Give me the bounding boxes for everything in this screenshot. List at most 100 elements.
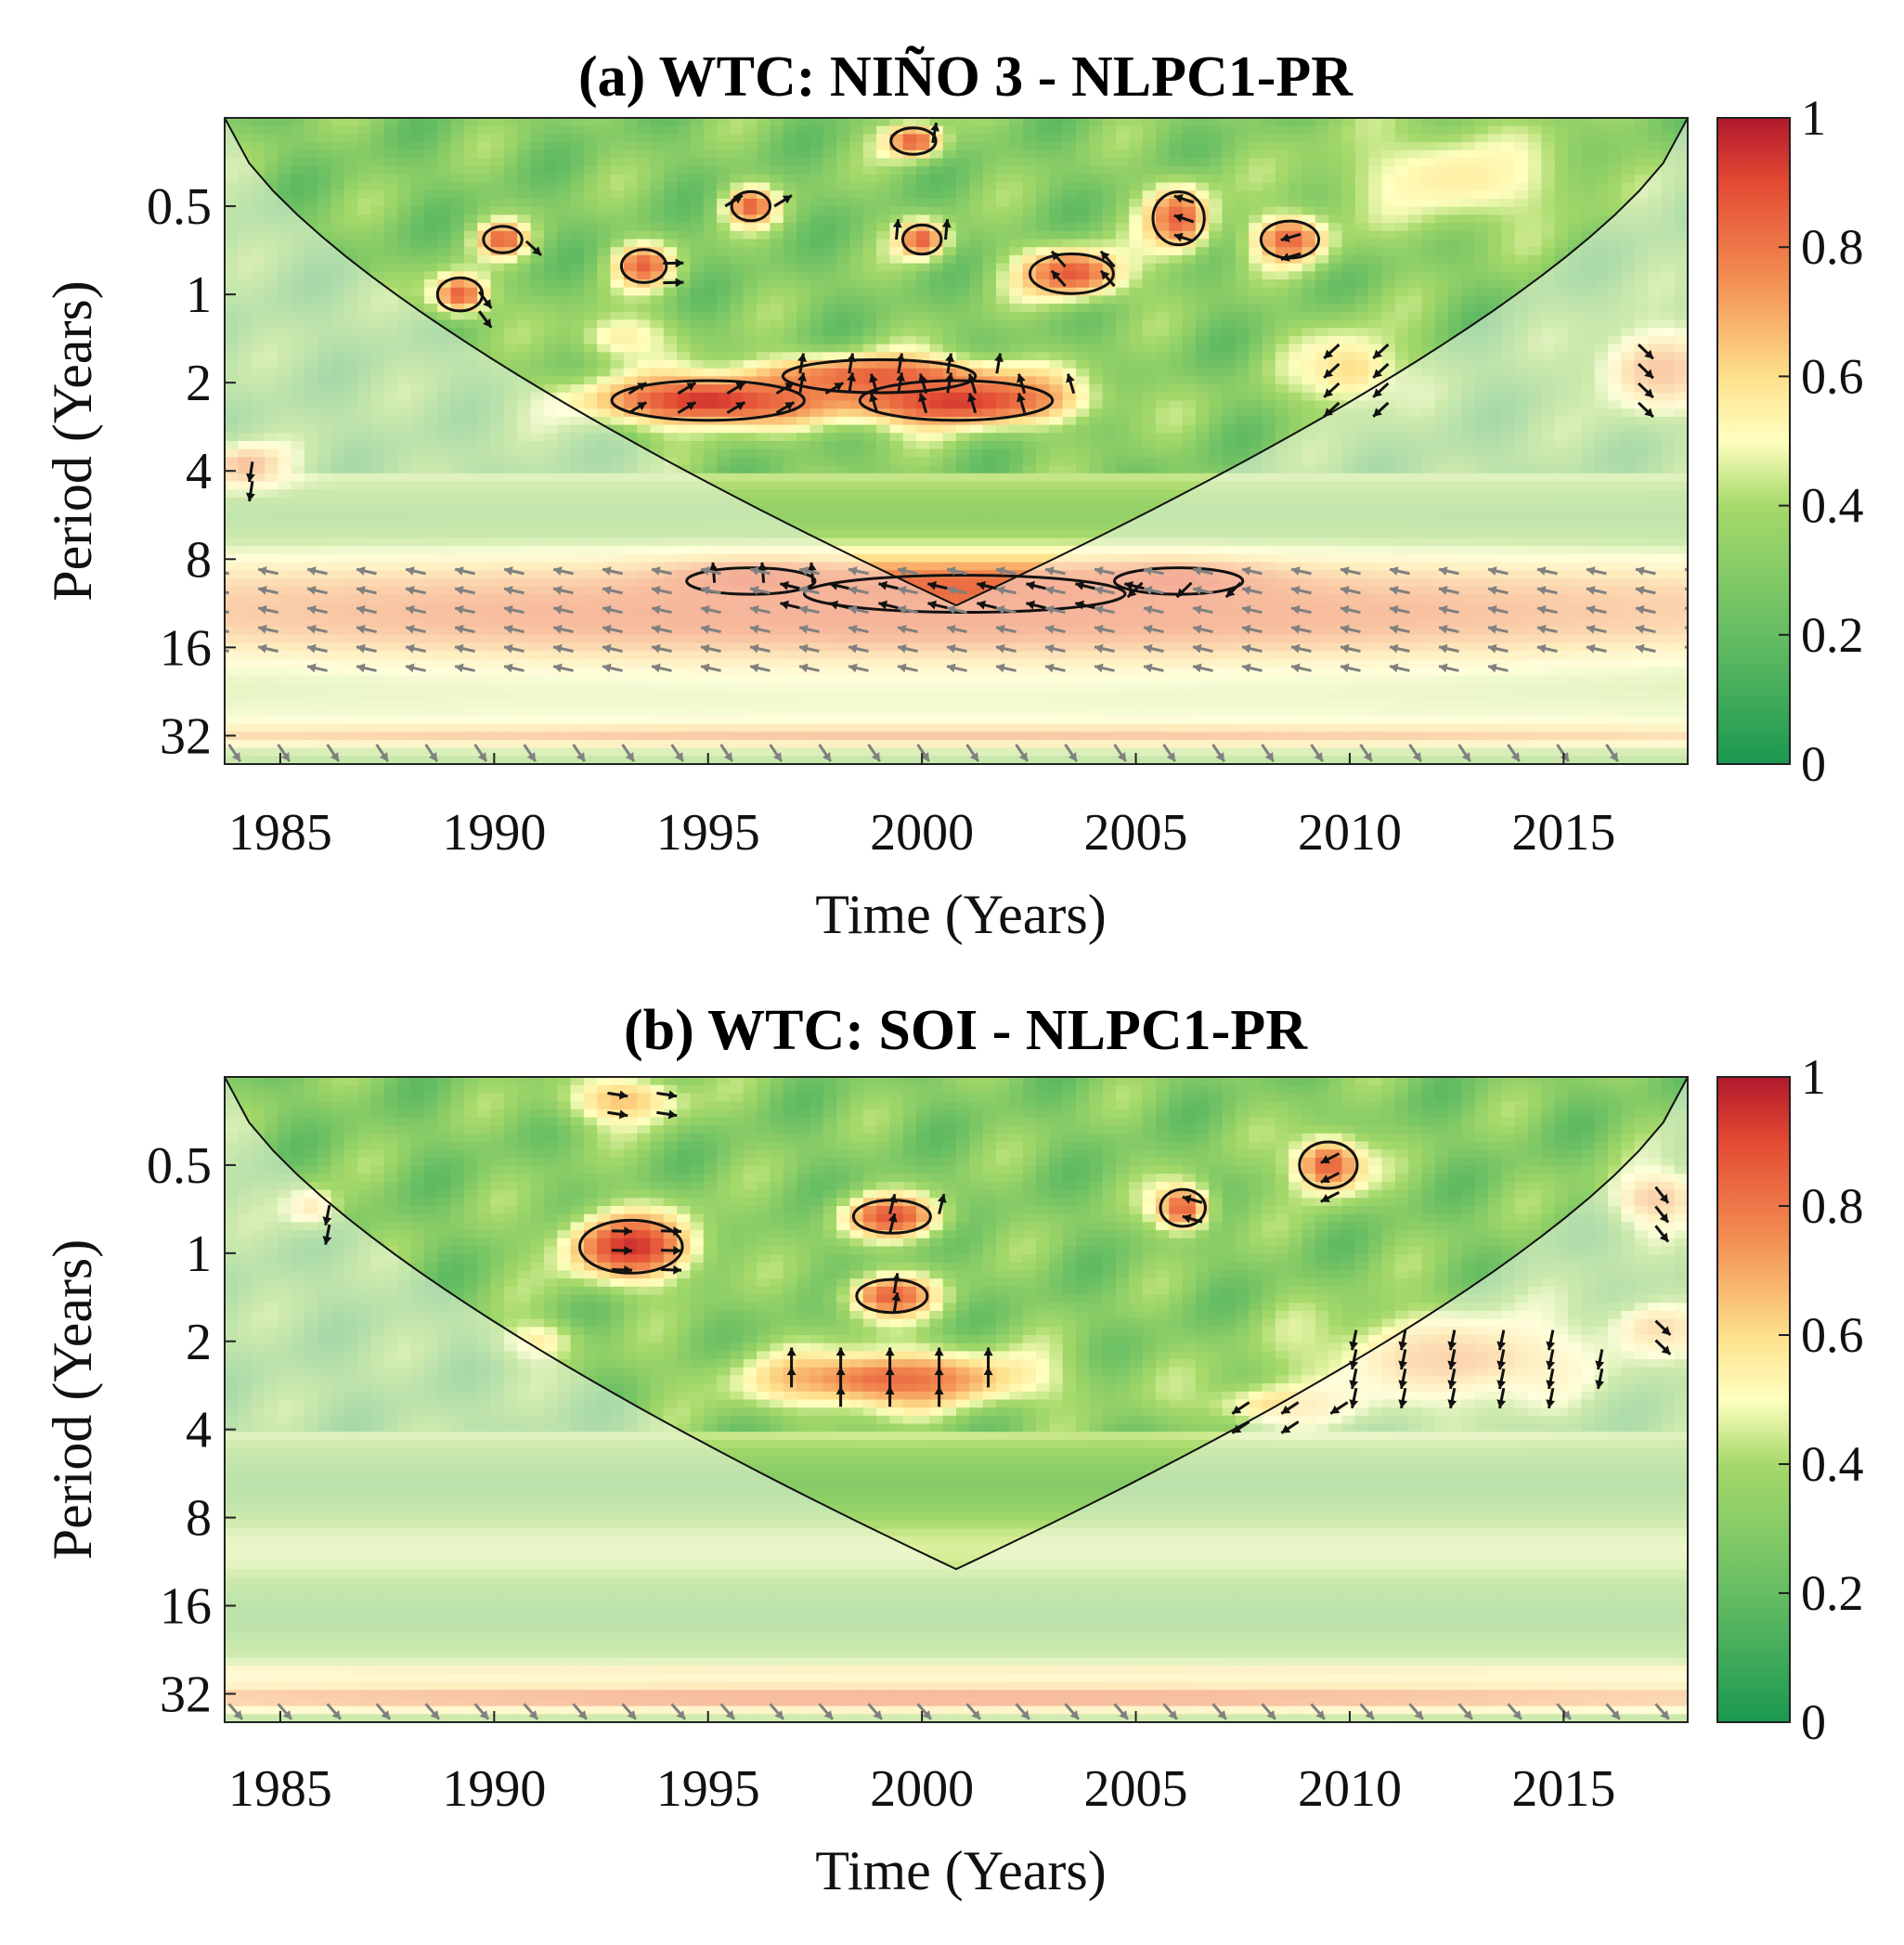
coherence-cell [1501, 134, 1516, 143]
coherence-cell [1075, 166, 1091, 175]
coherence-cell [876, 214, 891, 224]
coherence-cell [982, 400, 997, 409]
coherence-cell [1488, 319, 1503, 329]
coherence-cell [1022, 416, 1037, 426]
coherence-cell [1554, 441, 1569, 450]
coherence-cell [238, 118, 253, 127]
coherence-cell [1568, 214, 1583, 224]
coherence-cell [1062, 441, 1077, 450]
coherence-cell [862, 344, 877, 354]
coherence-cell [238, 125, 253, 136]
coherence-cell [291, 441, 305, 450]
coherence-cell [490, 174, 505, 184]
coherence-cell [757, 206, 771, 216]
coherence-cell [810, 295, 824, 305]
coherence-cell [1581, 376, 1596, 385]
coherence-cell [623, 441, 638, 450]
coherence-cell [690, 199, 705, 208]
coherence-cell [862, 239, 877, 248]
coherence-cell [969, 182, 984, 192]
coherence-cell [1648, 182, 1663, 192]
coherence-cell [1275, 271, 1289, 280]
coherence-cell [1142, 408, 1157, 418]
coherence-cell [849, 190, 864, 200]
coherence-cell [1289, 118, 1303, 127]
coherence-cell [1381, 473, 1396, 483]
coherence-cell [1501, 239, 1516, 248]
coherence-cell [876, 166, 891, 175]
coherence-cell [956, 473, 971, 483]
coherence-cell [225, 166, 240, 175]
coherence-cell [317, 481, 332, 490]
coherence-cell [637, 247, 652, 256]
coherence-cell [463, 271, 479, 280]
coherence-cell [995, 328, 1011, 337]
coherence-cell [995, 384, 1011, 394]
coherence-cell [1501, 223, 1516, 232]
coherence-cell [1169, 166, 1184, 175]
coherence-cell [822, 335, 837, 345]
coherence-cell [1608, 352, 1623, 361]
coherence-cell [1568, 465, 1583, 474]
coherence-cell [264, 457, 279, 466]
coherence-cell [1501, 400, 1516, 409]
coherence-cell [610, 158, 625, 167]
coherence-cell [1421, 263, 1436, 273]
coherence-cell [490, 199, 505, 208]
coherence-cell [1594, 158, 1609, 167]
coherence-cell [278, 190, 292, 200]
coherence-cell [357, 279, 372, 289]
coherence-cell [1249, 230, 1263, 240]
coherence-cell [543, 190, 558, 200]
coherence-cell [490, 304, 505, 313]
coherence-cell [597, 433, 612, 442]
coherence-cell [278, 352, 292, 361]
coherence-cell [1448, 214, 1463, 224]
coherence-cell [1408, 199, 1423, 208]
coherence-cell [1661, 311, 1676, 321]
coherence-cell [490, 448, 505, 459]
coherence-cell [1235, 158, 1250, 167]
coherence-cell [370, 223, 385, 232]
coherence-cell [225, 190, 240, 200]
coherence-cell [1514, 328, 1529, 337]
coherence-cell [1222, 214, 1237, 224]
coherence-cell [503, 352, 518, 361]
coherence-cell [1501, 214, 1516, 224]
coherence-cell [849, 319, 864, 329]
coherence-cell [330, 376, 345, 385]
coherence-cell [543, 142, 558, 151]
coherence-cell [1275, 384, 1289, 394]
coherence-cell [797, 368, 811, 378]
coherence-cell [929, 199, 944, 208]
coherence-cell [703, 271, 718, 280]
coherence-cell [1035, 424, 1051, 434]
coherence-cell [1142, 295, 1157, 305]
coherence-cell [797, 254, 811, 265]
coherence-cell [530, 384, 545, 394]
coherence-cell [1249, 344, 1263, 354]
coherence-cell [450, 441, 465, 450]
coherence-cell [889, 376, 904, 385]
coherence-cell [1354, 199, 1369, 208]
coherence-cell [437, 125, 452, 136]
coherence-cell [1634, 271, 1649, 280]
coherence-cell [1235, 319, 1250, 329]
coherence-cell [1275, 433, 1289, 442]
coherence-cell [1408, 149, 1423, 160]
coherence-cell [1102, 182, 1117, 192]
coherence-cell [450, 311, 465, 321]
coherence-cell [637, 433, 652, 442]
coherence-cell [357, 352, 372, 361]
coherence-cell [397, 230, 412, 240]
coherence-cell [1541, 392, 1556, 402]
coherence-cell [849, 457, 864, 466]
coherence-cell [370, 319, 385, 329]
coherence-cell [1022, 400, 1037, 409]
coherence-cell [1594, 465, 1609, 474]
coherence-cell [597, 230, 612, 240]
coherence-cell [1648, 142, 1663, 151]
coherence-cell [1182, 473, 1197, 483]
coherence-cell [1381, 125, 1396, 136]
coherence-cell [797, 481, 811, 490]
